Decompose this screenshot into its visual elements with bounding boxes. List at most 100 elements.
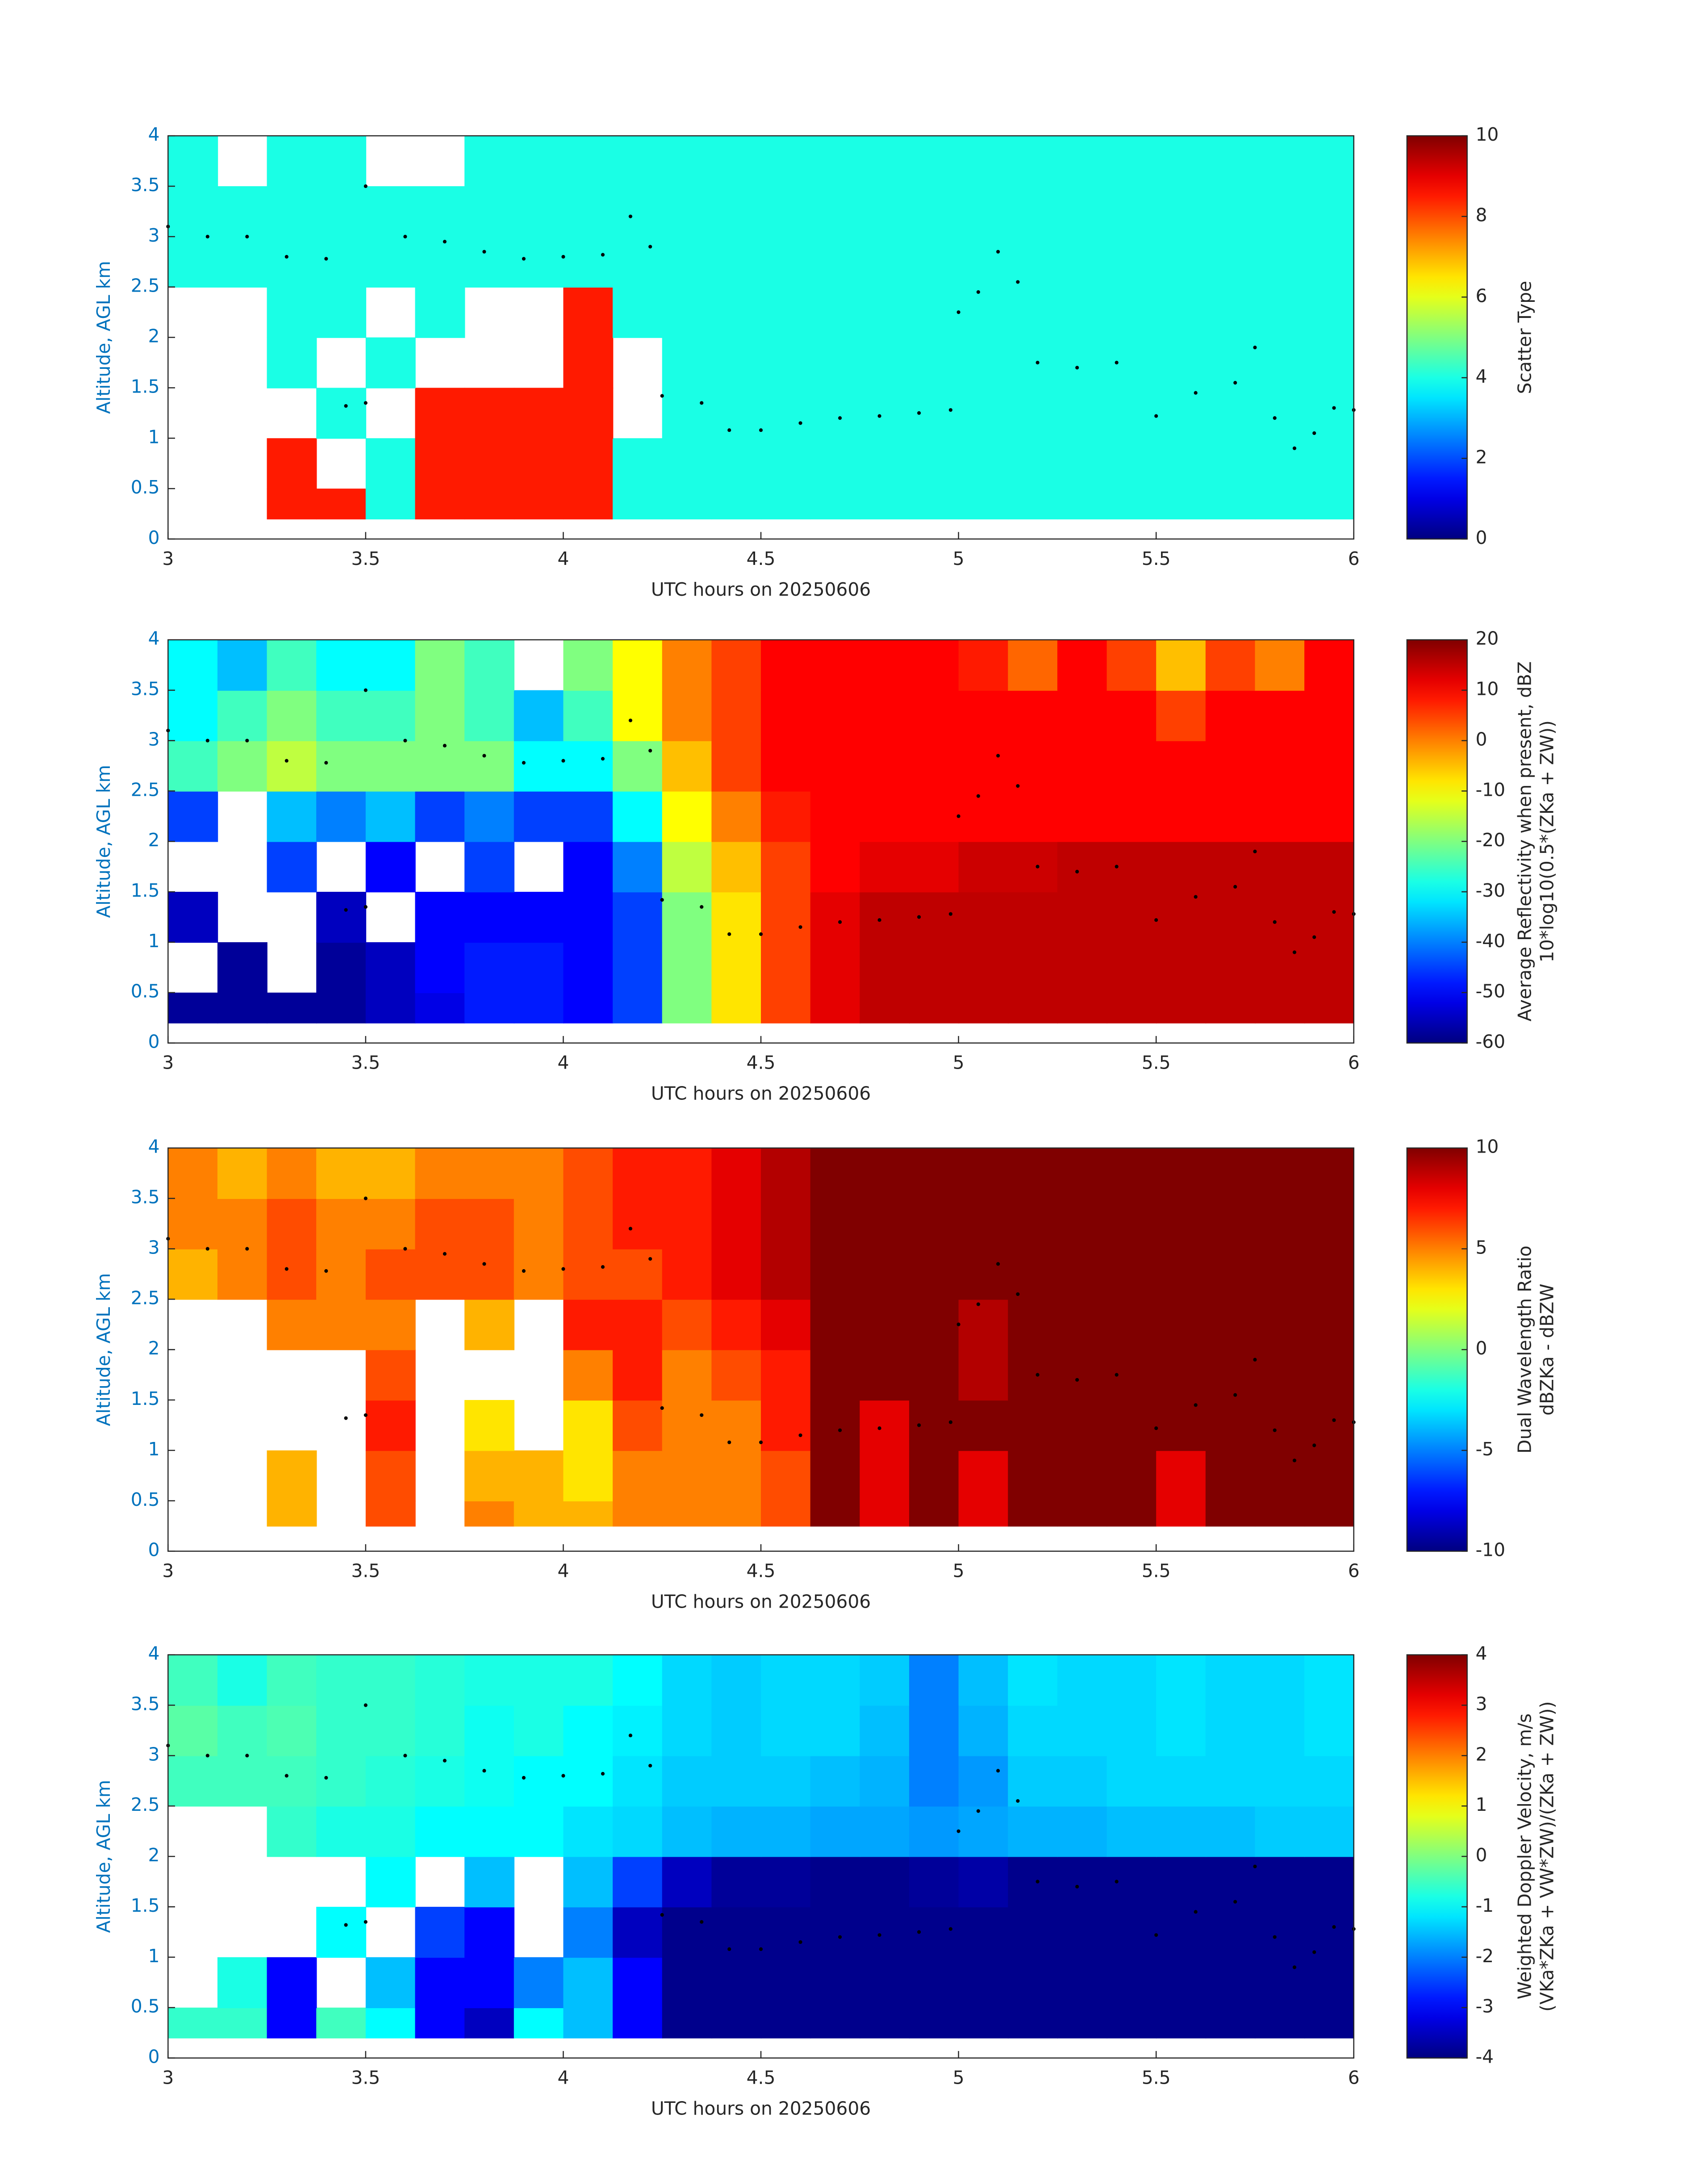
- heatmap-cell: [909, 287, 959, 338]
- heatmap-cell: [217, 1249, 267, 1300]
- heatmap-cell: [1107, 1806, 1157, 1857]
- data-dot: [1036, 1880, 1040, 1884]
- heatmap-cell: [810, 1655, 860, 1706]
- heatmap-cell: [1057, 1655, 1107, 1706]
- data-dot: [205, 1247, 209, 1251]
- heatmap-cell: [563, 1806, 614, 1857]
- heatmap-cell: [1008, 287, 1058, 338]
- heatmap-cell: [1107, 136, 1157, 187]
- data-dot: [976, 290, 980, 294]
- y-tick-label: 2.5: [131, 779, 160, 800]
- heatmap-cell: [464, 1906, 515, 1958]
- data-dot: [1115, 865, 1119, 869]
- heatmap-cell: [168, 639, 218, 691]
- heatmap-cell: [1205, 841, 1256, 893]
- data-dot: [1253, 1358, 1257, 1362]
- heatmap-cell: [958, 1450, 1009, 1502]
- heatmap-cell: [1255, 1806, 1305, 1857]
- heatmap-cell: [1057, 1198, 1107, 1249]
- heatmap-cell: [860, 791, 910, 842]
- heatmap-cell: [810, 1806, 860, 1857]
- heatmap-cell: [1057, 287, 1107, 338]
- heatmap-cell: [909, 1957, 959, 2008]
- heatmap-cell: [860, 1906, 910, 1958]
- colorbar: [1406, 639, 1468, 1044]
- heatmap-cell: [168, 2007, 218, 2039]
- heatmap-cell: [1107, 1450, 1157, 1502]
- heatmap-cell: [860, 388, 910, 439]
- heatmap-cell: [711, 186, 762, 238]
- y-tick-label: 4: [148, 628, 160, 649]
- heatmap-cell: [1008, 1856, 1058, 1908]
- heatmap-cell: [415, 1906, 465, 1958]
- heatmap-cell: [217, 186, 267, 238]
- heatmap-cell: [563, 1856, 614, 1908]
- heatmap-cell: [316, 1148, 367, 1199]
- heatmap-cell: [1255, 1148, 1305, 1199]
- data-dot: [363, 1920, 367, 1924]
- data-dot: [1016, 1799, 1020, 1803]
- heatmap-cell: [1255, 1249, 1305, 1300]
- data-dot: [917, 915, 921, 919]
- heatmap-cell: [711, 690, 762, 741]
- heatmap-cell: [810, 1906, 860, 1958]
- data-dot: [245, 739, 249, 743]
- heatmap-cell: [1255, 388, 1305, 439]
- y-tick-label: 1.5: [131, 1388, 160, 1409]
- heatmap-cell: [1156, 2007, 1207, 2039]
- heatmap-cell: [563, 186, 614, 238]
- heatmap-cell: [563, 1755, 614, 1807]
- heatmap-cell: [1107, 1705, 1157, 1756]
- data-dot: [1036, 865, 1040, 869]
- data-dot: [1292, 1965, 1297, 1969]
- heatmap-cell: [1057, 438, 1107, 489]
- data-dot: [877, 414, 881, 418]
- heatmap-cell: [1205, 236, 1256, 288]
- x-tick-label: 3.5: [351, 2067, 380, 2089]
- y-tick-label: 3.5: [131, 1187, 160, 1208]
- heatmap-cell: [761, 1299, 811, 1350]
- heatmap-cell: [415, 992, 465, 1024]
- heatmap-cell: [1205, 1400, 1256, 1451]
- data-dot: [1036, 1373, 1040, 1377]
- heatmap-cell: [1107, 1655, 1157, 1706]
- heatmap-cell: [1057, 1450, 1107, 1502]
- heatmap-cell: [810, 438, 860, 489]
- heatmap-cell: [662, 841, 712, 893]
- heatmap-cell: [316, 791, 367, 842]
- heatmap-cell: [1008, 2007, 1058, 2039]
- heatmap-cell: [514, 1450, 564, 1502]
- heatmap-cell: [909, 639, 959, 691]
- heatmap-cell: [958, 1957, 1009, 2008]
- data-dot: [996, 250, 1000, 254]
- heatmap-cell: [563, 740, 614, 792]
- data-dot: [324, 257, 328, 261]
- heatmap-cell: [1255, 438, 1305, 489]
- data-dot: [727, 1947, 731, 1951]
- heatmap-cell: [860, 1350, 910, 1401]
- heatmap-cell: [464, 388, 515, 439]
- data-dot: [1253, 849, 1257, 853]
- heatmap-cell: [1008, 337, 1058, 389]
- heatmap-cell: [1205, 1500, 1256, 1527]
- heatmap-cell: [1205, 942, 1256, 994]
- heatmap-cell: [1057, 1705, 1107, 1756]
- heatmap-cell: [1205, 438, 1256, 489]
- data-dot: [877, 1426, 881, 1430]
- heatmap-cell: [1304, 690, 1354, 741]
- heatmap-cell: [514, 740, 564, 792]
- heatmap-cell: [761, 992, 811, 1024]
- heatmap-cell: [365, 1755, 416, 1807]
- heatmap-cell: [563, 1299, 614, 1350]
- data-dot: [700, 401, 704, 405]
- heatmap-cell: [761, 337, 811, 389]
- data-dot: [917, 411, 921, 415]
- heatmap-cell: [514, 1249, 564, 1300]
- heatmap-cell: [860, 438, 910, 489]
- heatmap-cell: [761, 2007, 811, 2039]
- heatmap-cell: [1107, 489, 1157, 520]
- heatmap-cell: [958, 1856, 1009, 1908]
- heatmap-cell: [909, 740, 959, 792]
- y-tick-label: 4: [148, 1643, 160, 1664]
- heatmap-cell: [514, 136, 564, 187]
